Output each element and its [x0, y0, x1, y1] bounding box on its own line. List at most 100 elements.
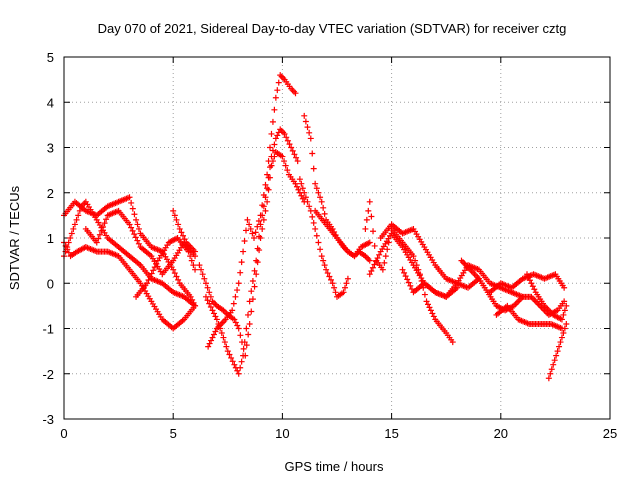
data-point [180, 232, 187, 239]
data-point [309, 213, 316, 220]
data-point [299, 195, 306, 202]
data-point [128, 199, 135, 206]
data-point [271, 141, 278, 148]
data-point [145, 277, 152, 284]
y-tick-label: 4 [47, 95, 54, 110]
data-point [202, 293, 209, 300]
data-point [235, 325, 242, 332]
data-point [176, 225, 183, 232]
data-point [248, 308, 255, 315]
data-point [240, 345, 247, 352]
data-point [223, 343, 230, 350]
data-point [212, 313, 219, 320]
data-point [238, 358, 245, 365]
data-point [70, 225, 77, 232]
data-point [265, 158, 272, 165]
data-point [320, 257, 327, 264]
data-point [126, 221, 133, 228]
data-point [65, 249, 72, 256]
series-arc-5 [133, 235, 199, 300]
data-point [131, 211, 138, 218]
data-point [241, 339, 248, 346]
data-point [95, 235, 102, 242]
series-arc-8 [202, 126, 301, 377]
data-point [198, 266, 205, 273]
data-point [269, 118, 276, 125]
data-point [196, 262, 203, 269]
data-point [251, 235, 258, 241]
data-point [551, 357, 558, 364]
data-point [262, 181, 269, 188]
data-point [175, 221, 182, 228]
data-point [279, 153, 286, 160]
data-point [557, 339, 564, 346]
data-point [382, 253, 389, 260]
data-point [254, 223, 261, 230]
y-tick-label: -2 [42, 367, 54, 382]
data-point [332, 289, 339, 296]
data-point [192, 302, 199, 309]
data-point [246, 221, 253, 228]
data-point [312, 225, 319, 232]
data-point [228, 354, 235, 361]
data-point [192, 266, 199, 273]
data-point [178, 229, 185, 236]
data-point [73, 216, 80, 223]
y-tick-label: 0 [47, 276, 54, 291]
data-point [245, 311, 252, 318]
data-point [170, 207, 177, 214]
data-point [129, 205, 136, 212]
data-point [321, 262, 328, 269]
data-point [298, 192, 305, 199]
data-point [206, 340, 213, 347]
data-point [368, 213, 375, 220]
data-point [232, 319, 239, 326]
data-point [257, 221, 264, 228]
data-point [132, 234, 139, 241]
series-arc-10 [301, 112, 373, 264]
series-arc-7 [196, 149, 308, 359]
data-point [284, 167, 291, 174]
data-point [293, 154, 300, 161]
data-point [271, 106, 278, 113]
data-point [528, 280, 535, 287]
data-point [560, 311, 567, 318]
data-point [550, 361, 557, 368]
data-point [561, 325, 568, 332]
data-point [524, 271, 531, 278]
data-point [135, 225, 142, 232]
data-point [240, 352, 247, 359]
y-tick-label: -1 [42, 322, 54, 337]
data-point [315, 239, 322, 246]
data-point [131, 231, 138, 238]
data-point [229, 307, 236, 314]
data-point [171, 270, 178, 277]
data-point [153, 260, 160, 267]
data-point [429, 310, 436, 317]
data-point [315, 189, 322, 196]
data-point [407, 282, 414, 289]
data-point [210, 310, 217, 317]
data-point [299, 185, 306, 192]
data-point [264, 185, 271, 192]
data-point [134, 237, 141, 244]
data-point [365, 207, 372, 214]
data-point [204, 297, 211, 304]
data-point [302, 194, 309, 201]
data-point [323, 266, 330, 273]
data-point [135, 240, 142, 247]
data-point [554, 348, 561, 355]
data-point [556, 343, 563, 350]
data-point [318, 253, 325, 260]
data-point [306, 129, 313, 136]
data-point [320, 204, 327, 211]
data-point [286, 141, 293, 148]
data-point [241, 238, 248, 245]
data-point [224, 348, 231, 355]
data-point [251, 283, 258, 290]
data-point [301, 112, 308, 119]
data-point [235, 280, 242, 287]
data-point [234, 322, 241, 329]
data-point [412, 257, 419, 264]
data-point [317, 194, 324, 201]
